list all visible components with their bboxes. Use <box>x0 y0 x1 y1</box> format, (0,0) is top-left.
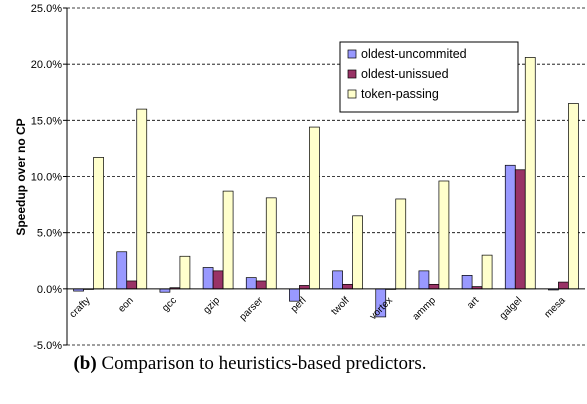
bar-parser-oldest-unissued <box>255 280 267 290</box>
y-tick-label: -5.0% <box>33 340 62 350</box>
y-tick-label: 20.0% <box>31 59 62 71</box>
bar-twolf-token-passing <box>352 215 363 290</box>
bar-twolf-oldest-uncommited <box>332 270 343 290</box>
bar-eon-oldest-uncommited <box>116 251 128 290</box>
bar-art-oldest-uncommited <box>461 275 473 290</box>
bar-galgel-token-passing <box>524 57 536 290</box>
x-category-label: gzip <box>201 295 222 316</box>
bar-mesa-oldest-unissued <box>558 281 569 290</box>
bar-eon-oldest-unissued <box>126 280 138 290</box>
legend-swatch-token-passing <box>347 89 357 99</box>
legend-box <box>339 41 519 113</box>
bar-art-token-passing <box>481 254 493 290</box>
axes <box>63 7 585 346</box>
y-tick-label: 5.0% <box>37 228 62 240</box>
bar-perl-token-passing <box>309 126 320 290</box>
x-category-label: crafty <box>68 295 93 320</box>
bar-crafty-token-passing <box>93 157 104 290</box>
x-category-label: gcc <box>160 295 179 314</box>
caption-text: Comparison to heuristics-based predictor… <box>96 353 427 374</box>
bar-gzip-oldest-uncommited <box>202 267 214 290</box>
bars <box>73 57 579 318</box>
bar-ammp-oldest-uncommited <box>418 270 430 290</box>
bar-galgel-oldest-unissued <box>514 169 526 290</box>
bar-parser-oldest-uncommited <box>245 277 257 290</box>
y-tick-label: 10.0% <box>31 172 62 184</box>
y-tick-label: 0.0% <box>37 284 62 296</box>
x-category-labels: crafty eon gcc gzip parser perl twolf vortex amm… <box>68 295 568 323</box>
x-category-label: galgel <box>498 295 525 322</box>
x-category-label: ammp <box>411 295 439 323</box>
bar-gcc-token-passing <box>179 255 191 290</box>
legend-swatch-oldest-unissued <box>347 69 357 79</box>
x-category-label: mesa <box>542 295 567 320</box>
legend-label-oldest-uncommited: oldest-uncommited <box>361 47 467 61</box>
speedup-bar-chart: -5.0% 0.0% 5.0% 10.0% 15.0% 20.0% 25.0% crafty… <box>14 3 585 350</box>
y-tick-label: 15.0% <box>31 115 62 127</box>
bar-ammp-oldest-unissued <box>428 283 440 290</box>
bar-vortex-token-passing <box>395 198 407 290</box>
legend-swatch-oldest-uncommited <box>347 49 357 59</box>
bar-gzip-token-passing <box>222 190 234 290</box>
legend-label-oldest-unissued: oldest-unissued <box>361 67 449 81</box>
x-category-label: parser <box>238 295 266 323</box>
figure-caption: (b) Comparison to heuristics-based predi… <box>0 353 500 375</box>
x-category-label: twolf <box>329 295 351 317</box>
bar-gcc-oldest-uncommited <box>159 288 171 293</box>
bar-parser-token-passing <box>265 197 277 290</box>
bar-gzip-oldest-unissued <box>212 270 224 290</box>
bar-twolf-oldest-unissued <box>342 283 353 290</box>
bar-eon-token-passing <box>136 108 148 290</box>
bar-ammp-token-passing <box>438 180 450 290</box>
y-axis-label: Speedup over no CP <box>14 118 28 235</box>
y-tick-labels: -5.0% 0.0% 5.0% 10.0% 15.0% 20.0% 25.0% <box>31 3 62 350</box>
bar-mesa-token-passing <box>568 103 579 290</box>
x-category-label: art <box>465 295 481 311</box>
y-tick-label: 25.0% <box>31 3 62 15</box>
x-category-label: eon <box>116 295 136 315</box>
legend: oldest-uncommited oldest-unissued token-pa… <box>339 41 519 113</box>
caption-label: (b) <box>73 353 97 374</box>
legend-label-token-passing: token-passing <box>361 87 439 101</box>
bar-perl-oldest-unissued <box>299 285 310 290</box>
bar-galgel-oldest-uncommited <box>504 164 516 290</box>
